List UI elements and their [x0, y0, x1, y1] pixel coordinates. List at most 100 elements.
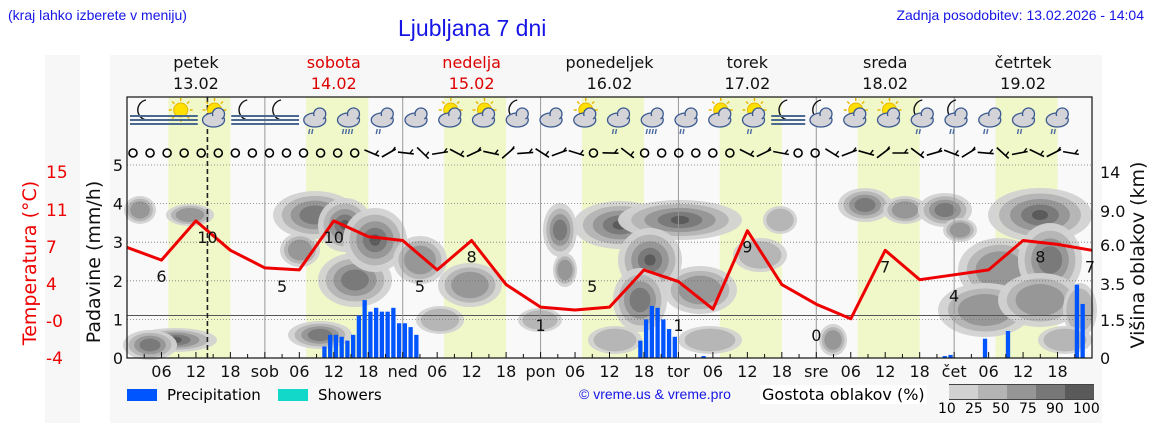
density-swatch — [978, 384, 1007, 400]
precipitation-bar — [655, 307, 660, 358]
precipitation-bar — [649, 305, 655, 358]
hour-tick: 18 — [220, 362, 240, 381]
cloud-density-blob — [130, 201, 150, 219]
density-swatch — [1007, 384, 1036, 400]
cloud-density-blob — [175, 207, 205, 223]
wind-barb-icon — [535, 147, 550, 159]
wind-barb-icon — [1029, 148, 1045, 158]
cloud-height-axis-label: Višina oblakov (km) — [1127, 162, 1149, 349]
moon-cloud-icon — [505, 99, 529, 128]
last-updated: Zadnja posodobitev: 13.02.2026 - 14:04 — [896, 7, 1144, 23]
day-name: ponedeljek — [566, 53, 655, 72]
wind-barb-icon — [364, 149, 380, 157]
precipitation-bar — [345, 340, 350, 358]
precipitation-bar — [373, 307, 379, 358]
precipitation-bar — [351, 334, 356, 358]
cloud-rain-icon — [370, 107, 394, 135]
density-swatch — [1036, 384, 1065, 400]
hour-tick: 12 — [324, 362, 344, 381]
hour-tick: 06 — [289, 362, 309, 381]
calm-wind-icon — [349, 148, 360, 158]
calm-wind-icon — [315, 148, 326, 158]
wind-barb-icon — [1011, 150, 1028, 156]
calm-wind-icon — [247, 148, 258, 158]
cloud-density-blob — [139, 338, 161, 352]
copyright-link[interactable]: © vreme.us & vreme.pro — [579, 386, 731, 402]
temperature-line — [126, 219, 1093, 321]
precipitation-bar — [1005, 330, 1011, 358]
hour-tick: 18 — [358, 362, 378, 381]
hour-tick: 12 — [599, 362, 619, 381]
sun-cloud-icon — [438, 98, 463, 128]
wind-barb-icon — [996, 147, 1010, 159]
precip-tick: 4 — [113, 195, 123, 214]
density-tick: 50 — [992, 401, 1010, 417]
day-abbr-tick: čet — [942, 362, 967, 381]
wind-barb-icon — [449, 148, 465, 158]
calm-wind-icon — [639, 148, 650, 158]
sun-cloud-rain-icon — [741, 98, 767, 135]
hour-tick: 06 — [151, 362, 171, 381]
cloud-density-blob — [738, 241, 782, 269]
temperature-extreme-label: 8 — [467, 248, 477, 267]
region-hint: (kraj lahko izberete v meniju) — [8, 7, 187, 23]
wind-barb-icon — [858, 150, 875, 156]
cloud-rain-icon — [1011, 107, 1036, 135]
precip-tick: 3 — [113, 233, 123, 252]
day-date: 18.02 — [862, 74, 908, 93]
temp-tick: 4 — [46, 275, 57, 295]
calm-wind-icon — [588, 148, 599, 158]
wind-barb-icon — [1062, 150, 1079, 156]
hour-tick: 18 — [772, 362, 792, 381]
calm-wind-icon — [332, 148, 343, 158]
cloud-icon — [404, 107, 428, 128]
temp-tick: 7 — [46, 238, 57, 258]
wind-barb-icon — [943, 149, 960, 157]
hour-tick: 06 — [978, 362, 998, 381]
page-title: Ljubljana 7 dni — [398, 15, 547, 41]
density-tick: 25 — [965, 401, 983, 417]
temp-tick: 15 — [46, 163, 68, 183]
cloud-height-tick: 14 — [1100, 163, 1120, 182]
calm-wind-icon — [264, 148, 275, 158]
wind-barb-icon — [568, 149, 585, 157]
day-abbr-tick: ned — [388, 362, 418, 381]
temp-tick: -4 — [46, 349, 63, 369]
precipitation-legend-label: Precipitation — [167, 386, 261, 404]
density-tick: 75 — [1019, 401, 1037, 417]
day-name: sobota — [307, 53, 361, 72]
sun-cloud-icon — [201, 98, 227, 128]
precipitation-bar — [666, 329, 672, 358]
temperature-axis-panel — [45, 55, 80, 423]
temperature-extreme-label: 0 — [811, 326, 821, 345]
day-name: torek — [727, 53, 769, 72]
calm-wind-icon — [196, 148, 207, 158]
cloud-height-tick: 9.0 — [1100, 202, 1125, 221]
day-date: 16.02 — [587, 74, 633, 93]
cloud-density-blob — [670, 215, 690, 225]
cloud-icon — [539, 107, 563, 128]
hour-tick: 12 — [186, 362, 206, 381]
cloud-height-tick: 6.0 — [1100, 236, 1125, 255]
sun-cloud-icon — [708, 98, 733, 128]
temperature-extreme-label: 1 — [673, 316, 683, 335]
sun-cloud-icon — [573, 98, 598, 128]
calm-wind-icon — [179, 148, 189, 158]
precipitation-bar — [638, 340, 643, 358]
moon-cloud-rain-icon — [944, 99, 968, 135]
temperature-extreme-label: 5 — [415, 277, 425, 296]
day-name: nedelja — [442, 53, 501, 72]
wind-barb-icon — [773, 150, 790, 156]
hour-tick: 12 — [875, 362, 895, 381]
cloud-height-tick: 3.5 — [1100, 275, 1125, 294]
day-name: sreda — [863, 53, 907, 72]
sun-cloud-icon — [876, 98, 902, 128]
cloud-density-blob — [644, 254, 656, 266]
precip-tick: 5 — [113, 156, 123, 175]
day-date: 17.02 — [724, 74, 770, 93]
showers-legend-label: Showers — [318, 386, 382, 404]
hour-tick: 18 — [909, 362, 929, 381]
density-tick: 90 — [1046, 401, 1064, 417]
cloud-rain-icon — [1045, 107, 1069, 135]
calm-wind-icon — [725, 148, 735, 158]
